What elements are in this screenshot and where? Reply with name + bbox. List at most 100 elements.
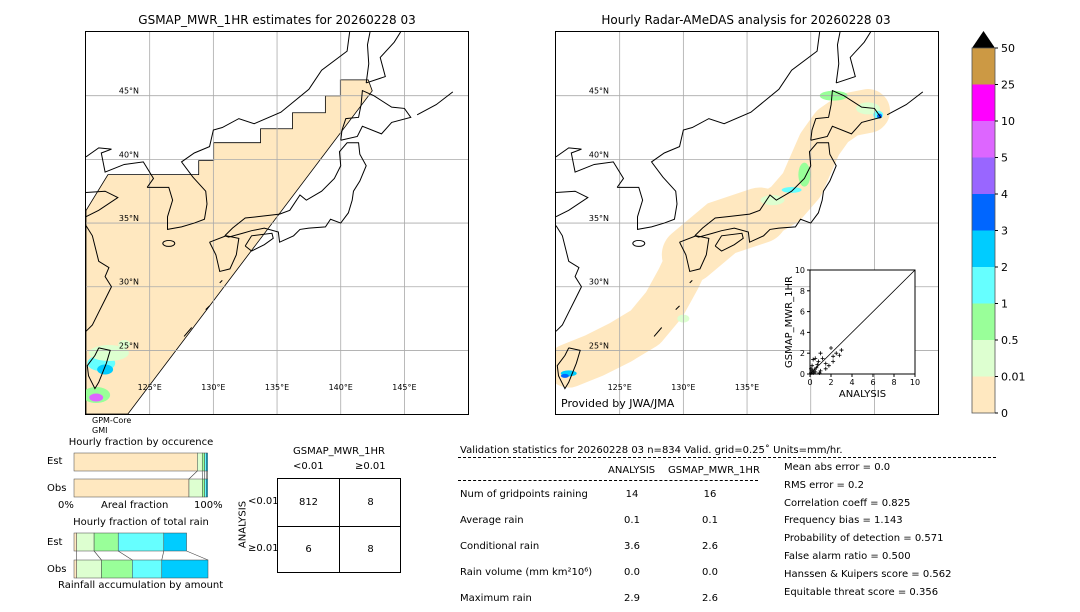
bar-segment [73,532,77,552]
stats-gsmap: 0.0 [702,567,718,578]
scatter-point [823,366,828,371]
colorbar-segment [972,303,995,340]
y-axis-label: GSMAP_MWR_1HR [784,276,795,368]
score-line: Frequency bias = 1.143 [784,515,903,527]
cell-hit: 8 [367,544,374,555]
colorbar-segment [972,376,995,413]
colorbar-label: 0 [1001,407,1008,420]
scatter-point [813,369,818,374]
colorbar-label: 25 [1001,79,1015,92]
stats-header: Validation statistics for 20260228 03 n=… [460,445,843,456]
scatter-point [831,354,836,359]
bar-segment [117,532,165,552]
stats-analysis: 3.6 [624,541,640,552]
scatter-point [813,356,818,361]
colorbar-label: 0.01 [1001,371,1026,384]
lon-label: 140°E [329,383,353,392]
scatter-point [814,365,819,370]
stats-label: Rain volume (mm km²10⁶) [460,567,593,578]
bar-segment [132,559,163,579]
lon-label: 125°E [138,383,162,392]
scatter-point [818,368,823,373]
bar-segment [163,532,187,552]
colorbar-segment [972,157,995,194]
rain-patch [781,186,802,193]
bar-segment [93,532,119,552]
coastline [366,31,402,84]
colorbar-segment [972,194,995,231]
scatter-point [810,368,815,373]
scatter-point [811,357,816,362]
contingency-table: 812 8 6 8 [277,478,401,573]
coastline [85,190,119,218]
scatter-point [829,346,833,350]
coastline [714,232,744,252]
left-map-title: GSMAP_MWR_1HR estimates for 20260228 03 [138,13,416,27]
stats-col-divider [458,480,758,481]
scatter-point [809,366,814,371]
colorbar: 0 0.01 0.5 1 2 3 4 5 10 25 50 [971,31,1026,420]
rain-row-est: Est [47,537,63,548]
stats-gsmap: 2.6 [702,593,718,604]
scatter-point [839,348,844,353]
lat-label: 40°N [119,150,139,159]
colorbar-segment [972,48,995,85]
right-map: 45°N 40°N 35°N 30°N 25°N 125°E 130°E 135°E [546,31,939,415]
lat-label: 25°N [589,341,609,350]
colorbar-segment [972,84,995,121]
score-line: Correlation coeff = 0.825 [784,497,911,509]
bar-segment [206,452,208,472]
scatter-point [837,353,842,358]
coastline [219,280,223,284]
scatter-point [820,356,825,361]
score-line: RMS error = 0.2 [784,479,864,491]
bar-segment [76,559,102,579]
sensor-label-1: GPM-Core [92,416,132,425]
bar-connector [188,470,198,480]
rain-patch [97,364,114,375]
sensor-label-2: GMI [92,426,108,435]
scatter-inset: 00 2 2 4 4 6 6 8 8 10 10 ANALYSIS GSMAP_MWR_1HR [784,266,920,400]
right-map-canvas: 45°N 40°N 35°N 30°N 25°N 125°E 130°E 135°E [546,31,938,414]
credit-text: Provided by JWA/JMA [561,397,675,410]
bar-segment [73,559,77,579]
rain-bars [73,532,209,579]
occ-row-est: Est [47,456,63,467]
coastline [689,280,693,284]
lat-label: 30°N [589,278,609,287]
x-tick-label: 8 [891,378,896,387]
rain-patch [118,340,131,349]
coastline [416,91,454,116]
coastline [694,142,837,243]
stats-col-gsmap: GSMAP_MWR_1HR [668,465,760,476]
y-tick-label: 0 [800,370,805,379]
right-map-title: Hourly Radar-AMeDAS analysis for 2026022… [601,13,891,27]
stats-col-analysis: ANALYSIS [608,465,656,476]
coastline [205,305,210,311]
coastline [86,347,111,390]
x-tick-label: 0 [807,378,812,387]
stats-gsmap: 2.6 [702,541,718,552]
lon-label: 130°E [671,383,695,392]
coastline [209,235,240,273]
lat-label: 30°N [119,278,139,287]
colorbar-label: 10 [1001,115,1015,128]
coastline [85,147,155,188]
score-line: Hanssen & Kuipers score = 0.562 [784,568,952,580]
coastline [147,31,351,231]
cell-hit-neg: 812 [298,497,319,508]
stats-analysis: 0.1 [624,515,640,526]
coastline [555,225,583,332]
colorbar-label: 3 [1001,225,1008,238]
x-tick-label: 6 [870,378,875,387]
occ-xlabel: Areal fraction [101,500,169,511]
contingency-row-1: <0.01 [248,496,279,507]
scatter-point [823,361,828,366]
scatter-point [810,363,815,368]
contingency-col-2: ≥0.01 [355,461,386,472]
scatter-point [826,363,831,368]
lon-label: 125°E [608,383,632,392]
stats-analysis: 0.0 [624,567,640,578]
score-line: False alarm ratio = 0.500 [784,551,911,562]
